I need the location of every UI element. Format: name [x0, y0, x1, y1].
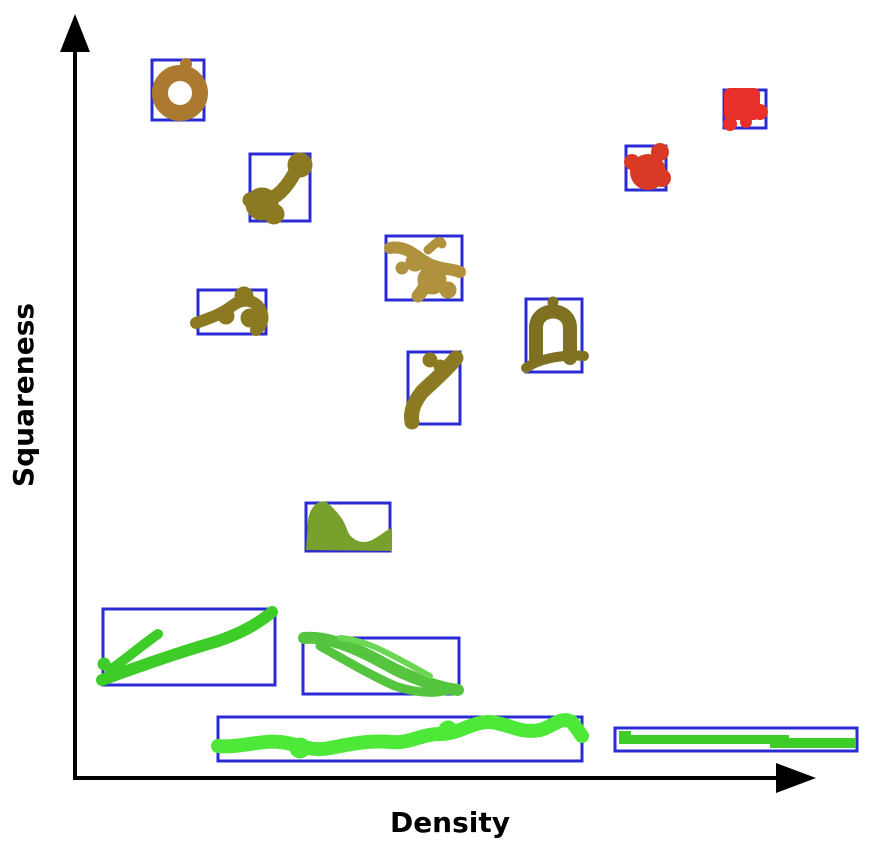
diagonal-loop-blob: [298, 631, 464, 697]
box-rising-line-blob: [101, 607, 277, 687]
box-diagonal-stroke-blob: [406, 350, 462, 426]
bounding-boxes: [101, 58, 859, 763]
blobs: [96, 58, 856, 759]
box-diagonal-loop-blob: [301, 636, 461, 696]
curled-blob: [242, 152, 313, 225]
horizontal-squiggle-blob: [190, 286, 269, 336]
box-small-red-blob: [624, 144, 668, 192]
box-flat-bar-blob: [613, 726, 859, 753]
ring-blob: [152, 58, 208, 121]
box-hump-blob: [304, 501, 392, 553]
hump-blob: [306, 501, 392, 551]
x-axis-label: Density: [390, 806, 510, 839]
small-red-blob: [624, 143, 671, 190]
top-red-blob: [723, 88, 768, 131]
wavy-line-blob: [211, 713, 589, 759]
x-axis-arrowhead: [776, 763, 816, 793]
branch-blob: [384, 237, 466, 303]
rising-line-blob: [96, 606, 278, 686]
arch-blob: [521, 296, 589, 373]
y-axis-label: Squareness: [7, 303, 40, 487]
y-axis-arrowhead: [60, 14, 90, 52]
flat-bar-blob: [619, 731, 856, 748]
axes: [60, 14, 816, 793]
diagonal-stroke-blob: [404, 350, 464, 430]
